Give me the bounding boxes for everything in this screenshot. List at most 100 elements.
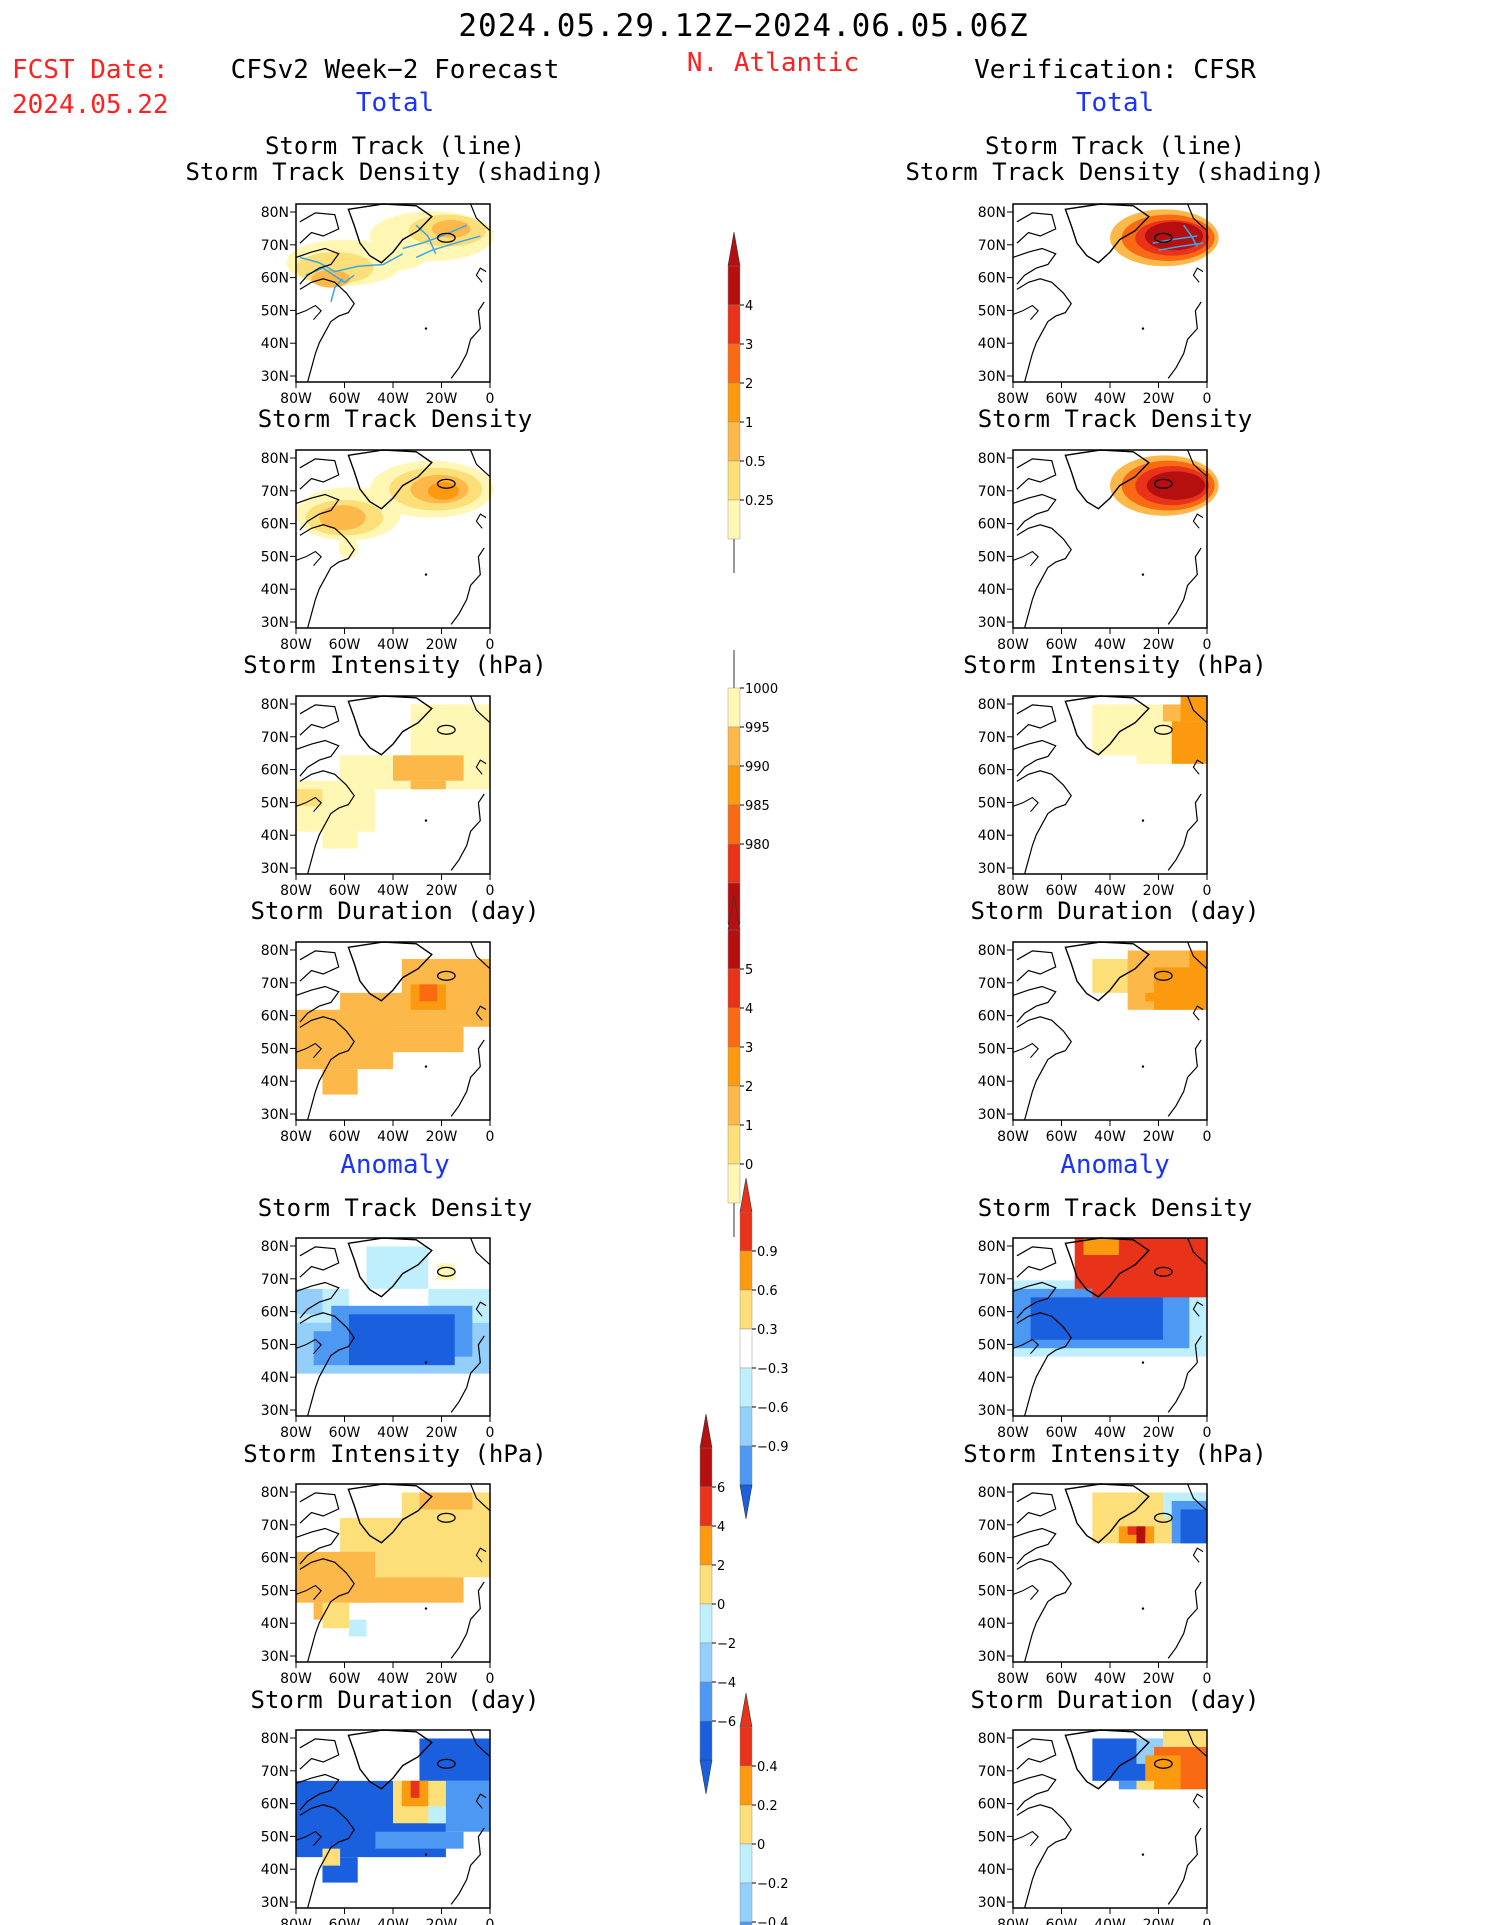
greenland-coast — [1064, 449, 1150, 510]
lon-tick-label: 40W — [1094, 1917, 1126, 1925]
shade-cell — [445, 1780, 490, 1832]
shade-cell — [419, 984, 438, 1002]
colorbar-tick-label: 0.9 — [757, 1245, 778, 1260]
shade-cell — [393, 1026, 464, 1053]
lon-tick-label: 80W — [280, 1917, 312, 1925]
colorbar-tick-label: −0.2 — [757, 1877, 789, 1892]
lat-tick-label: 50N — [261, 1583, 289, 1599]
colorbar-tick-label: −0.3 — [757, 1362, 789, 1377]
shade-cell — [366, 1246, 429, 1289]
shade-cell — [296, 1288, 323, 1315]
baffin-coast — [1012, 1773, 1057, 1811]
colorbar-tick-label: 995 — [745, 721, 770, 736]
colorbar-intensity-anom-segment — [699, 1642, 713, 1683]
norway-coast — [470, 1729, 491, 1758]
colorbar-intensity-anom-segment — [699, 1603, 713, 1644]
baffin-coast — [295, 1527, 340, 1565]
colorbar-tick-label: −0.4 — [757, 1916, 789, 1925]
hudson-coast — [1012, 550, 1039, 567]
colorbar-density-top-arrow — [727, 231, 741, 267]
lon-tick-label: 20W — [1143, 1425, 1175, 1441]
colorbar-density-segment — [727, 421, 741, 462]
shade-cell — [437, 1263, 455, 1281]
colorbar-tick-label: 4 — [717, 1520, 725, 1535]
left-density-anom-panel-shading — [296, 1246, 490, 1374]
colorbar-tick-label: 0 — [717, 1598, 725, 1613]
iberia-africa-coast — [1167, 793, 1202, 871]
shade-cell — [1180, 1509, 1207, 1544]
lon-tick-label: 60W — [329, 1425, 361, 1441]
lat-tick-label: 70N — [261, 1518, 289, 1534]
colorbar-duration-segment — [727, 929, 741, 970]
greenland-coast — [347, 449, 433, 510]
lat-tick-label: 30N — [978, 615, 1006, 631]
left-p3-title: Storm Intensity (hPa) — [243, 651, 547, 679]
colorbar-density-segment — [727, 304, 741, 345]
lat-tick-label: 30N — [978, 1649, 1006, 1665]
lon-tick-label: 0 — [1203, 1671, 1212, 1687]
hudson-coast — [295, 550, 322, 567]
colorbar-density: 4 3 2 1 0.5 0.25 — [727, 231, 774, 573]
colorbar-tick-label: 2 — [717, 1559, 725, 1574]
left-p2-title: Storm Track Density — [257, 405, 533, 433]
colorbar-intensity-anom-top-arrow — [699, 1413, 713, 1449]
shade-cell — [1162, 1730, 1207, 1747]
lat-tick-label: 70N — [261, 1764, 289, 1780]
norway-coast — [1187, 1237, 1208, 1266]
baffin-coast — [295, 493, 340, 531]
lat-tick-label: 50N — [261, 549, 289, 565]
colorbar-density-anom-segment — [739, 1211, 753, 1252]
shade-cell — [348, 1577, 464, 1603]
north-america-coast — [299, 278, 355, 383]
shade-cell — [1136, 1526, 1146, 1544]
storm-track — [1183, 224, 1198, 248]
colorbar-duration-segment — [727, 1085, 741, 1126]
colorbar-duration-segment — [727, 1163, 741, 1204]
lat-tick-label: 40N — [261, 582, 289, 598]
greenland-coast — [1064, 695, 1150, 756]
arctic-islands-coast — [299, 212, 340, 244]
colorbar-tick-label: 1000 — [745, 682, 778, 697]
lon-tick-label: 60W — [329, 391, 361, 407]
lon-tick-label: 60W — [329, 1129, 361, 1145]
north-america-coast — [299, 1804, 355, 1909]
baffin-coast — [1012, 1527, 1057, 1565]
lat-tick-label: 50N — [261, 1337, 289, 1353]
lat-tick-label: 70N — [261, 238, 289, 254]
lat-tick-label: 40N — [261, 336, 289, 352]
colorbar-tick-label: 0 — [757, 1838, 765, 1853]
colorbar-tick-label: 1 — [745, 416, 753, 431]
colorbar-tick-label: 0.5 — [745, 455, 766, 470]
lat-tick-label: 40N — [978, 1862, 1006, 1878]
colorbar-tick-label: 5 — [745, 963, 753, 978]
uk-coast — [1192, 759, 1204, 775]
right-duration-anom-panel-shading — [1092, 1730, 1207, 1790]
colorbar-duration-anom: 0.4 0.2 0 −0.2 −0.4 — [739, 1692, 789, 1925]
lat-tick-label: 40N — [978, 1370, 1006, 1386]
right-duration-panel-shading — [1092, 950, 1207, 1010]
north-america-coast — [1016, 278, 1072, 383]
colorbar-tick-label: 0.4 — [757, 1760, 778, 1775]
colorbar-duration-segment — [727, 1046, 741, 1087]
lon-tick-label: 20W — [1143, 391, 1175, 407]
colorbar-density-anom-segment — [739, 1328, 753, 1369]
north-america-coast — [1016, 1312, 1072, 1417]
lat-tick-label: 70N — [978, 484, 1006, 500]
lat-tick-label: 40N — [978, 582, 1006, 598]
lat-tick-label: 60N — [261, 1305, 289, 1321]
iberia-africa-coast — [450, 1039, 485, 1117]
iceland-coast — [1153, 1266, 1173, 1277]
colorbar-intensity-anom-segment — [699, 1525, 713, 1566]
arctic-islands-coast — [1016, 1246, 1057, 1278]
colorbar-duration-segment — [727, 968, 741, 1009]
lon-tick-label: 0 — [1203, 1425, 1212, 1441]
lat-tick-label: 80N — [261, 1239, 289, 1255]
lat-tick-label: 70N — [261, 484, 289, 500]
shade-blob — [1144, 221, 1204, 251]
iberia-africa-coast — [450, 1827, 485, 1905]
colorbar-intensity-segment — [727, 804, 741, 845]
right-duration-panel: 80N 70N 60N 50N 40N 30N 80W 60W 40W 20W 0 — [978, 941, 1211, 1145]
shade-cell — [322, 1848, 341, 1866]
right-p7-title: Storm Duration (day) — [970, 1686, 1260, 1714]
uk-coast — [475, 1547, 487, 1563]
